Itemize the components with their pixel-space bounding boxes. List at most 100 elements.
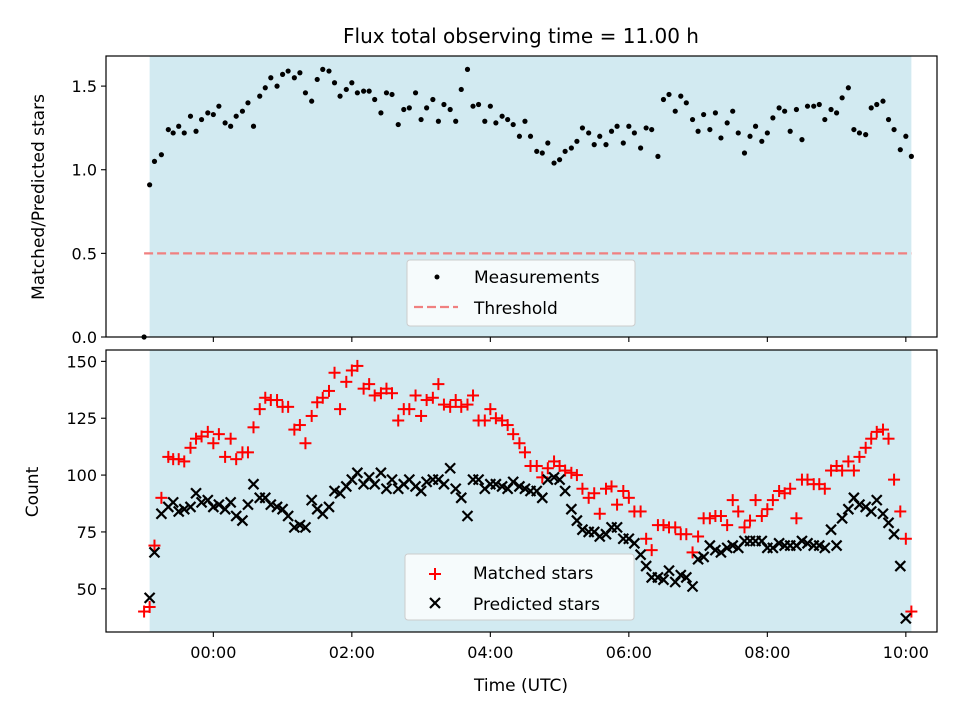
- measurement-point: [863, 132, 869, 138]
- measurement-point: [672, 108, 678, 114]
- measurement-point: [372, 96, 378, 103]
- measurement-point: [314, 76, 320, 83]
- predicted-star-point: [842, 503, 855, 515]
- measurement-point: [799, 137, 805, 143]
- predicted-star-point: [900, 612, 912, 625]
- matched-star-point: [634, 505, 647, 518]
- measurement-point: [655, 153, 661, 159]
- measurement-point: [441, 101, 447, 108]
- measurement-point: [839, 95, 845, 101]
- measurement-point: [816, 101, 822, 108]
- predicted-star-point: [438, 478, 450, 490]
- matched-star-point: [455, 400, 468, 413]
- predicted-stars-points: [143, 462, 912, 625]
- matched-star-point: [241, 446, 254, 459]
- predicted-star-point: [299, 521, 312, 534]
- measurement-point: [435, 118, 441, 124]
- matched-star-point: [714, 510, 727, 523]
- matched-star-point: [386, 387, 399, 400]
- matched-star-point: [409, 389, 422, 402]
- measurement-point: [874, 101, 880, 108]
- matched-star-point: [282, 400, 295, 413]
- matched-star-point: [444, 400, 457, 413]
- legend-matched-marker: [429, 568, 441, 580]
- x-axis-ticks: [212, 337, 907, 342]
- matched-star-point: [212, 428, 225, 441]
- y-tick-label: 1.5: [72, 77, 97, 96]
- predicted-star-point: [380, 482, 393, 495]
- ratio-panel-frame: [105, 55, 938, 338]
- measurement-point: [804, 103, 811, 109]
- measurement-point: [418, 116, 424, 123]
- measurement-point: [475, 101, 482, 108]
- matched-star-point: [853, 450, 866, 463]
- legend-threshold-label: Threshold: [473, 299, 558, 319]
- matched-star-point: [230, 453, 243, 466]
- matched-star-point: [392, 414, 405, 427]
- matched-star-point: [761, 503, 774, 516]
- predicted-star-point: [351, 467, 364, 479]
- predicted-star-point: [536, 492, 549, 504]
- measurement-point: [586, 130, 592, 136]
- matched-star-point: [172, 453, 185, 466]
- measurement-point: [205, 110, 211, 116]
- measurement-point: [505, 116, 511, 123]
- predicted-star-point: [247, 478, 260, 490]
- measurement-point: [851, 126, 857, 133]
- matched-star-point: [657, 519, 670, 532]
- predicted-star-point: [368, 478, 381, 490]
- y-tick-label: 50: [77, 580, 97, 599]
- matched-star-point: [570, 469, 583, 482]
- matched-star-point: [749, 494, 762, 507]
- measurement-point: [262, 85, 268, 91]
- measurement-point: [724, 120, 730, 126]
- matched-star-point: [363, 378, 376, 391]
- predicted-star-point: [265, 498, 277, 511]
- measurement-point: [158, 152, 164, 158]
- legend-matched-label: Matched stars: [473, 564, 593, 584]
- predicted-star-point: [167, 496, 179, 509]
- legend-bottom: Matched stars Predicted stars: [404, 553, 635, 621]
- legend-top: Measurements Threshold: [406, 259, 636, 327]
- matched-star-point: [640, 532, 653, 545]
- measurement-point: [527, 133, 534, 139]
- measurement-point: [885, 116, 892, 123]
- predicted-star-point: [657, 573, 670, 586]
- measurement-point: [891, 126, 897, 133]
- matched-star-point: [703, 512, 716, 525]
- matched-star-point: [316, 391, 329, 404]
- measurement-point: [430, 96, 436, 103]
- measurement-point: [626, 123, 632, 129]
- x-axis-ticks: 00:00 02:00 04:00 06:00 08:00 10:00: [190, 632, 929, 662]
- measurement-point: [845, 85, 851, 91]
- matched-star-point: [818, 482, 831, 495]
- predicted-star-point: [143, 592, 156, 604]
- measurement-point: [331, 80, 338, 86]
- count-panel: 50 75 100 125 150 00:00 02:00 04:00 06:00 08:00 1…: [23, 349, 938, 696]
- measurement-point: [591, 142, 597, 148]
- matched-star-point: [195, 430, 208, 443]
- predicted-star-point: [242, 498, 254, 511]
- measurement-point: [614, 123, 620, 129]
- measurement-point: [487, 103, 493, 109]
- matched-star-point: [726, 494, 739, 507]
- predicted-star-point: [190, 487, 202, 500]
- measurement-point: [245, 100, 251, 106]
- measurement-point: [712, 110, 719, 116]
- matched-star-point: [599, 482, 612, 495]
- matched-star-point: [576, 482, 589, 495]
- predicted-star-point: [870, 494, 883, 506]
- measurement-point: [193, 128, 199, 134]
- predicted-star-point: [697, 551, 710, 563]
- matched-star-point: [253, 403, 266, 416]
- measurement-point: [424, 105, 430, 111]
- matched-star-point: [143, 600, 156, 613]
- matched-star-point: [847, 464, 860, 477]
- y-tick-label: 75: [77, 523, 97, 542]
- measurement-point: [268, 75, 274, 81]
- predicted-star-point: [819, 542, 831, 554]
- measurement-point: [608, 128, 615, 134]
- measurement-point: [210, 111, 216, 118]
- measurement-point: [279, 71, 286, 77]
- predicted-star-point: [455, 492, 468, 504]
